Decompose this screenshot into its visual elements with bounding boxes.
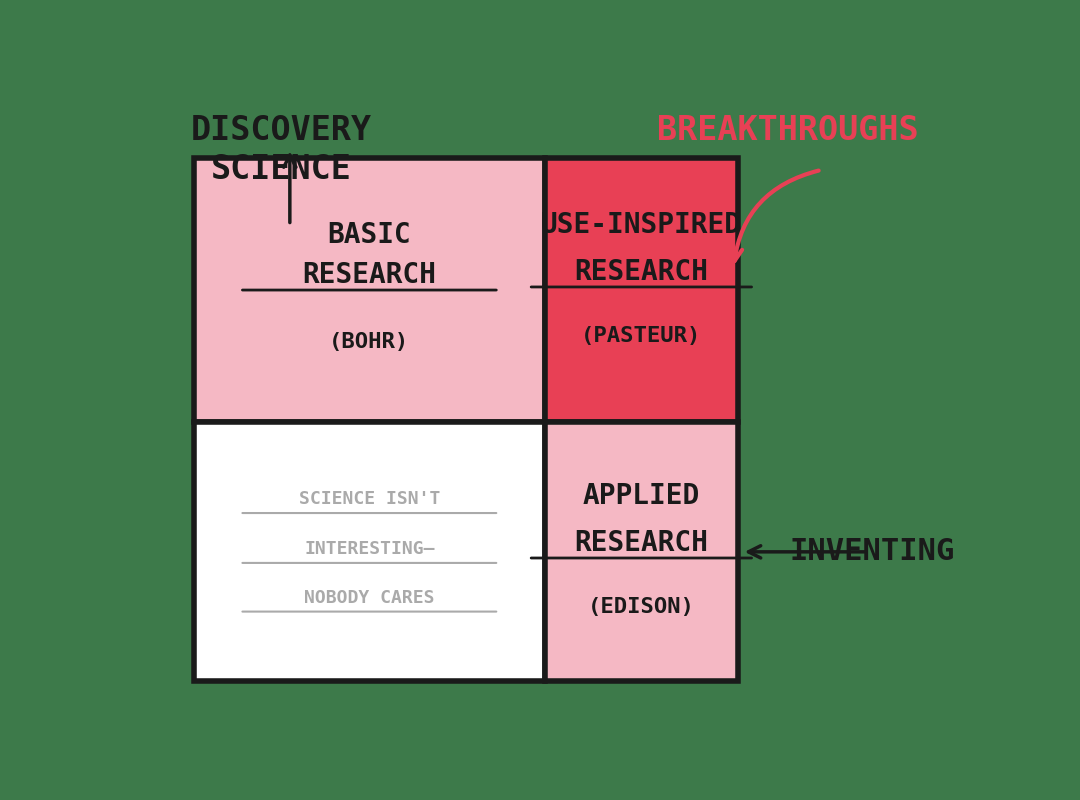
Text: RESEARCH: RESEARCH: [302, 261, 436, 289]
Bar: [545, 158, 738, 422]
Text: NOBODY CARES: NOBODY CARES: [305, 589, 434, 607]
Text: INTERESTING–: INTERESTING–: [305, 540, 434, 558]
Text: USE-INSPIRED: USE-INSPIRED: [541, 211, 742, 239]
Bar: [193, 422, 545, 682]
Text: (EDISON): (EDISON): [588, 598, 694, 618]
Text: SCIENCE ISN'T: SCIENCE ISN'T: [299, 490, 440, 509]
Text: (PASTEUR): (PASTEUR): [581, 326, 702, 346]
Text: (BOHR): (BOHR): [329, 332, 409, 352]
Text: RESEARCH: RESEARCH: [575, 258, 708, 286]
Text: BREAKTHROUGHS: BREAKTHROUGHS: [657, 114, 919, 147]
Bar: [193, 158, 545, 422]
Text: RESEARCH: RESEARCH: [575, 529, 708, 557]
Bar: [545, 422, 738, 682]
Text: INVENTING: INVENTING: [789, 538, 956, 566]
Text: DISCOVERY
SCIENCE: DISCOVERY SCIENCE: [191, 114, 372, 186]
Text: BASIC: BASIC: [327, 221, 411, 249]
Text: APPLIED: APPLIED: [583, 482, 700, 510]
